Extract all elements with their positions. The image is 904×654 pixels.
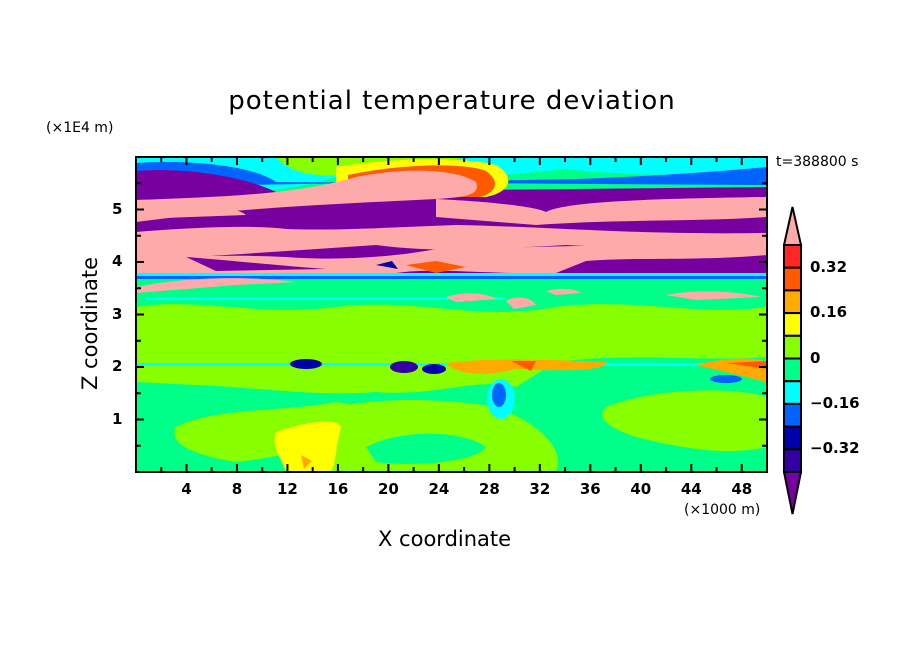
- contour-region: [136, 225, 767, 261]
- contour-region: [666, 291, 761, 300]
- contour-region: [492, 383, 506, 407]
- contour-region: [366, 433, 486, 464]
- colorbar-swatch: [783, 334, 802, 360]
- colorbar-label: 0.16: [810, 303, 848, 322]
- colorbar-swatch: [783, 266, 802, 292]
- y-axis-unit: (×1E4 m): [46, 120, 114, 136]
- y-tick-label: 4: [112, 252, 123, 270]
- contour-region: [406, 261, 466, 273]
- contour-region: [446, 293, 496, 302]
- y-tick-label: 1: [112, 409, 123, 428]
- axis-ticks: [136, 157, 767, 472]
- x-tick-label: 24: [428, 480, 450, 498]
- x-tick-label: 40: [630, 480, 652, 498]
- colorbar-swatch: [783, 448, 802, 473]
- contour-region: [136, 273, 767, 278]
- colorbar-label: 0.32: [810, 257, 848, 276]
- colorbar-swatch: [783, 244, 802, 269]
- contour-region: [390, 361, 418, 373]
- x-tick-label: 36: [579, 480, 601, 498]
- x-tick-label: 16: [327, 480, 349, 498]
- colorbar-swatch: [783, 312, 802, 337]
- contour-field: [135, 156, 768, 473]
- x-tick-label: 20: [377, 480, 399, 498]
- contour-region: [602, 390, 767, 452]
- colorbar: [782, 206, 803, 515]
- contour-region: [436, 197, 767, 225]
- contour-region: [422, 364, 446, 374]
- contour-region: [301, 455, 312, 469]
- contour-region: [136, 304, 767, 394]
- contour-region: [511, 361, 536, 371]
- contour-region: [136, 278, 296, 293]
- y-tick-label: 3: [112, 304, 123, 323]
- contour-region: [186, 257, 326, 271]
- colorbar-swatch: [783, 380, 802, 405]
- contour-region: [136, 276, 767, 279]
- x-axis-unit: (×1000 m): [684, 502, 761, 518]
- colorbar-over-triangle: [782, 206, 803, 246]
- colorbar-swatch: [783, 357, 802, 383]
- x-tick-label: 12: [277, 480, 298, 498]
- colorbar-label: 0: [810, 348, 821, 367]
- contour-region: [136, 241, 767, 274]
- x-axis-label: X coordinate: [378, 527, 512, 551]
- contour-region: [710, 375, 742, 383]
- x-tick-label: 28: [478, 480, 500, 498]
- contour-region: [290, 359, 322, 369]
- contour-region: [546, 288, 581, 295]
- colorbar-label: −0.16: [810, 393, 860, 412]
- y-tick-label: 5: [112, 199, 123, 218]
- y-tick-label: 2: [112, 357, 123, 375]
- x-tick-label: 48: [731, 480, 753, 498]
- x-tick-label: 8: [231, 480, 243, 498]
- colorbar-swatch: [783, 289, 802, 315]
- colorbar-swatch: [783, 425, 802, 451]
- time-label: t=388800 s: [776, 154, 859, 170]
- x-tick-label: 32: [529, 480, 551, 498]
- x-tick-label: 44: [680, 480, 702, 498]
- x-tick-label: 4: [181, 480, 192, 498]
- contour-region: [726, 361, 767, 369]
- contour-region: [376, 261, 398, 269]
- contour-region: [136, 199, 246, 219]
- colorbar-under-triangle: [782, 471, 803, 515]
- contour-region: [146, 297, 506, 300]
- chart-title: potential temperature deviation: [228, 86, 676, 116]
- contour-region: [506, 297, 536, 309]
- contour-region: [136, 285, 767, 293]
- colorbar-label: −0.32: [810, 439, 860, 458]
- colorbar-swatch: [783, 402, 802, 428]
- contour-region: [136, 161, 767, 187]
- contour-region: [274, 421, 341, 472]
